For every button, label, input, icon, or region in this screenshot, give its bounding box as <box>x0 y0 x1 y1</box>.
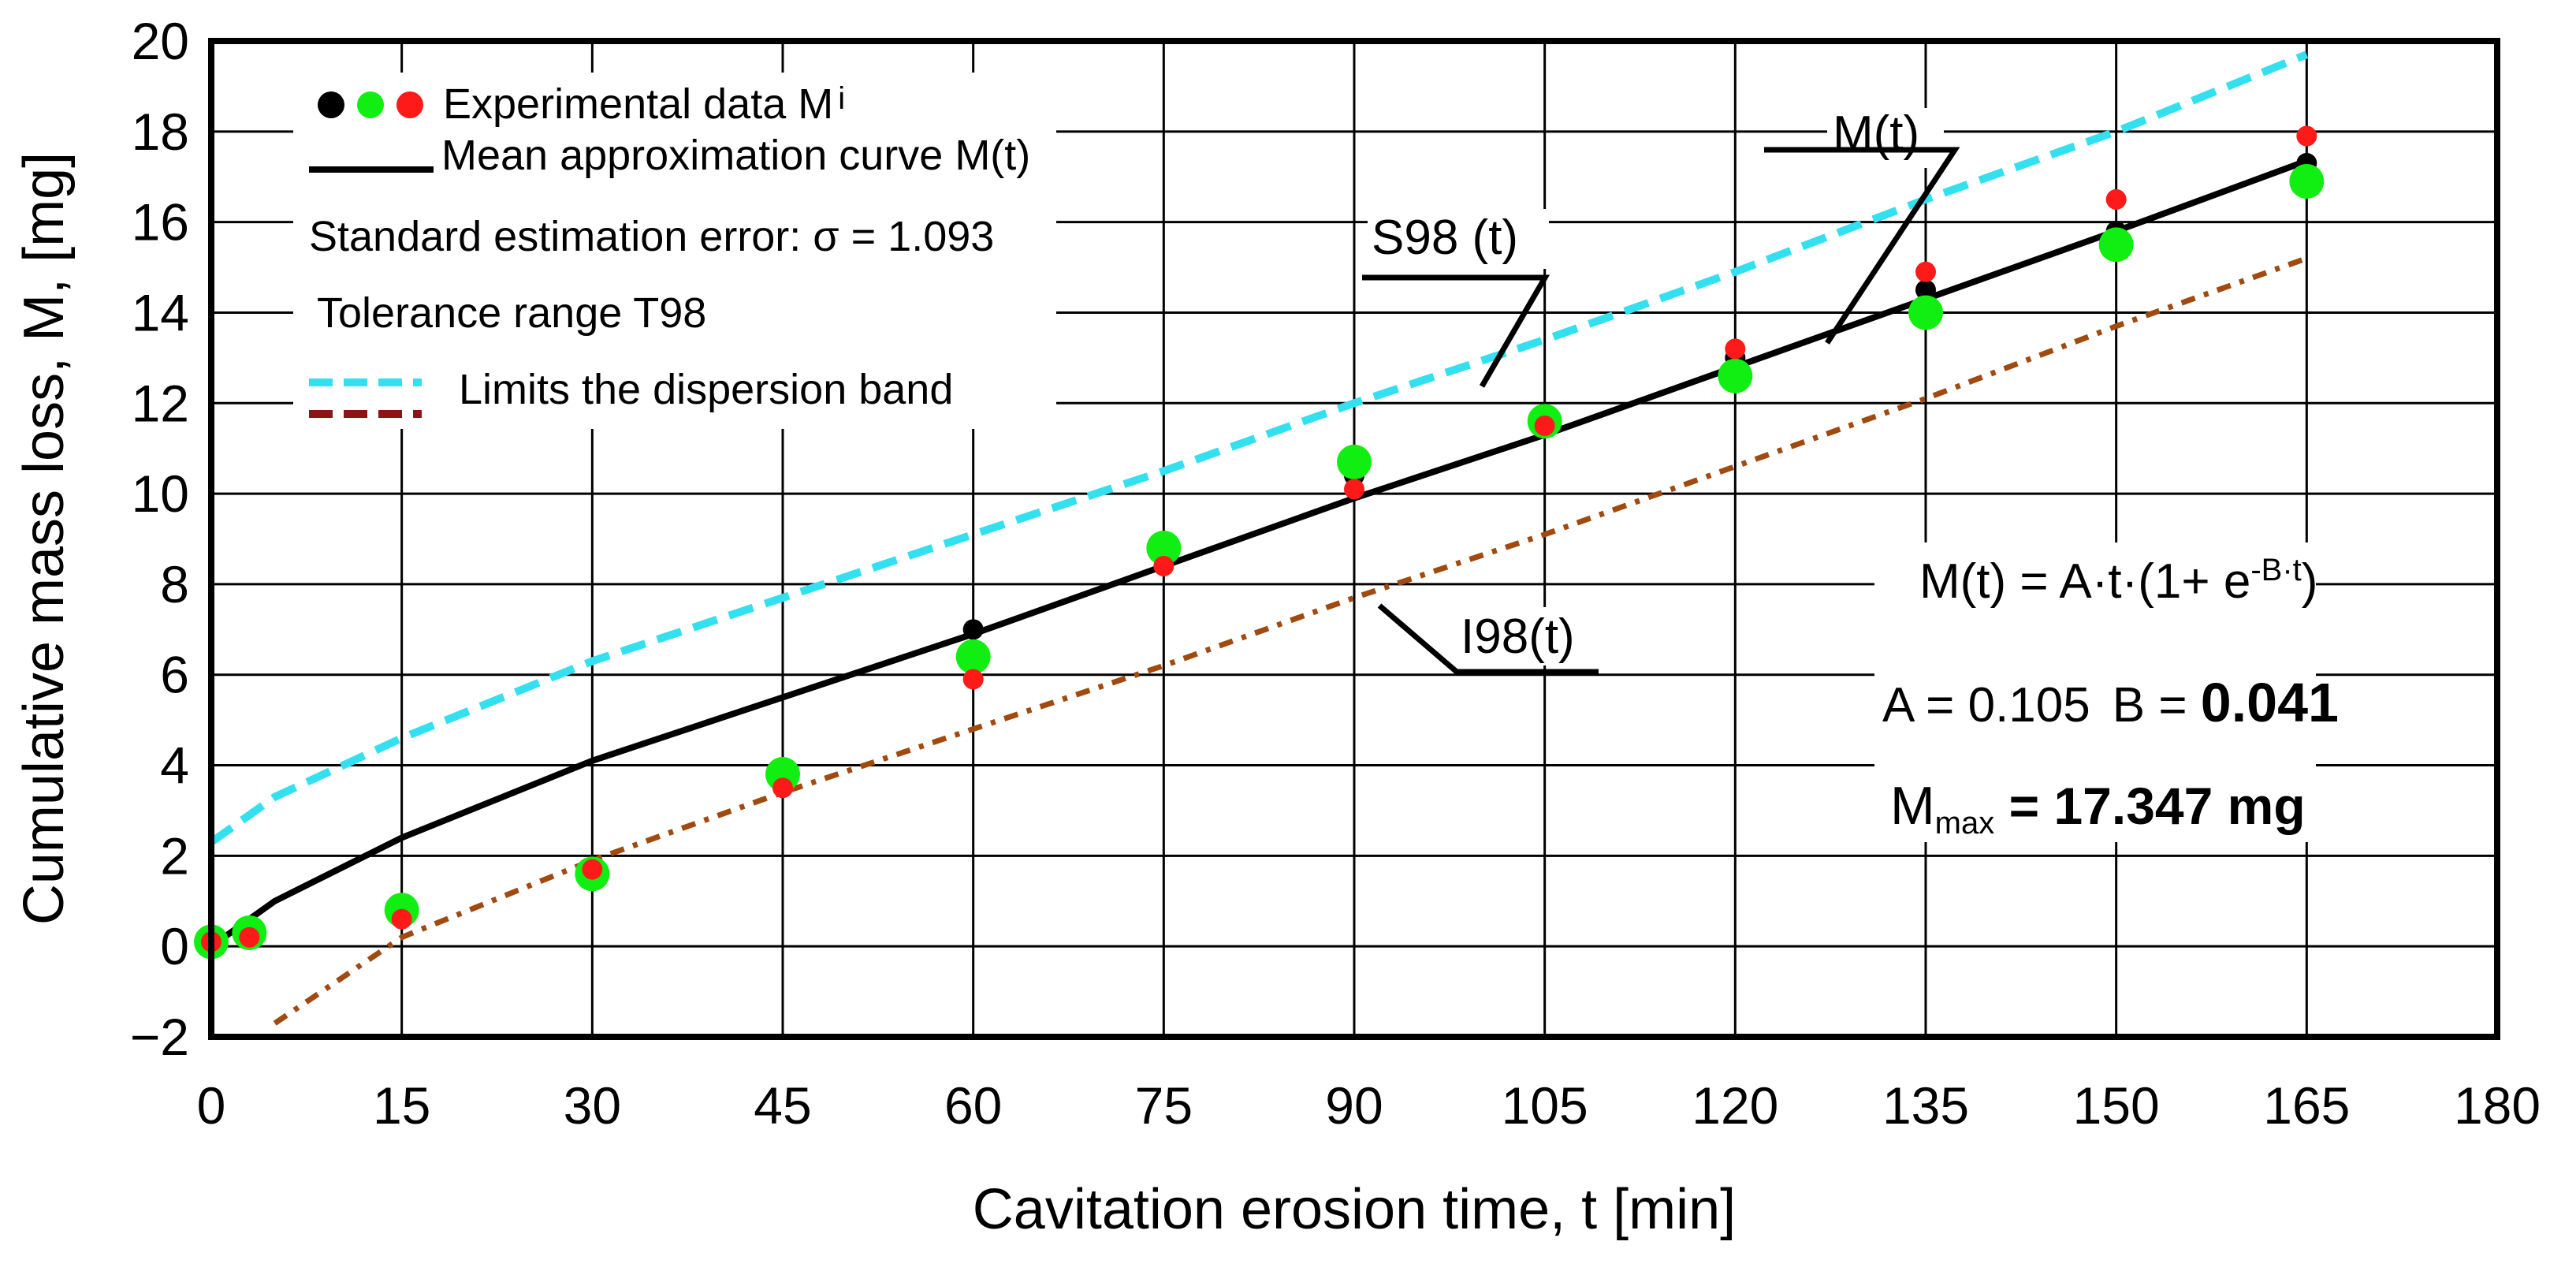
x-tick-label: 105 <box>1502 1076 1588 1135</box>
y-tick-label: −2 <box>130 1008 189 1066</box>
y-tick-label: 2 <box>160 826 189 885</box>
x-axis-label: Cavitation erosion time, t [min] <box>973 1178 1736 1241</box>
x-tick-label: 120 <box>1692 1076 1778 1135</box>
y-tick-label: 10 <box>132 464 189 523</box>
y-tick-label: 14 <box>132 283 189 341</box>
x-tick-label: 165 <box>2263 1076 2350 1135</box>
y-tick-label: 8 <box>160 555 189 613</box>
i98-label-bg <box>1457 607 1599 665</box>
y-tick-label: 6 <box>160 646 189 704</box>
data-point <box>391 908 412 930</box>
x-tick-label: 135 <box>1882 1076 1969 1135</box>
legend-red-marker <box>396 91 423 118</box>
data-point <box>772 777 793 799</box>
equation-box: M(t) = A·t·(1+ e-B·t) A = 0.105 B = 0.041… <box>1874 542 2339 842</box>
s98-leader-line <box>1362 274 1550 388</box>
data-point <box>1337 444 1372 479</box>
i98-label: I98(t) <box>1461 610 1575 664</box>
x-tick-label: 45 <box>754 1076 811 1135</box>
mt-leader-line <box>1764 147 1960 345</box>
data-point <box>1146 530 1182 565</box>
s98-label: S98 (t) <box>1372 211 1518 265</box>
x-tick-label: 75 <box>1135 1076 1193 1135</box>
legend-mean-curve: Mean approximation curve M(t) <box>441 132 1030 179</box>
y-tick-label: 0 <box>160 917 189 975</box>
data-point <box>1534 415 1555 436</box>
equation-background <box>1874 542 2316 842</box>
mt-label-bg <box>1827 108 1944 168</box>
mt-label: M(t) <box>1833 106 1919 161</box>
data-point <box>582 859 603 880</box>
data-point <box>1153 555 1174 576</box>
i98-callout: I98(t) <box>1377 603 1599 675</box>
series-line <box>209 50 2309 846</box>
legend-limits: Limits the dispersion band <box>459 366 953 413</box>
legend-background <box>293 73 1056 429</box>
mt-callout: M(t) <box>1764 106 1960 345</box>
legend-tolerance: Tolerance range T98 <box>317 289 706 337</box>
legend-green-marker <box>357 91 384 118</box>
s98-label-bg <box>1368 209 1549 269</box>
ticks: 0 15 30 45 60 75 90 105 120 135 150 165 180−20246810… <box>130 12 2541 1135</box>
data-point <box>962 619 984 640</box>
equation-mmax: Mmax = 17.347 mg <box>1890 776 2306 841</box>
x-tick-label: 30 <box>564 1076 621 1135</box>
data-point <box>1718 358 1753 393</box>
data-point <box>962 669 984 690</box>
y-tick-label: 4 <box>160 736 189 795</box>
x-tick-label: 60 <box>944 1076 1002 1135</box>
x-tick-label: 150 <box>2073 1076 2160 1135</box>
data-point <box>1915 279 1936 300</box>
y-tick-label: 16 <box>132 193 189 252</box>
x-tick-label: 15 <box>373 1076 430 1135</box>
s98-callout: S98 (t) <box>1362 209 1550 388</box>
y-tick-label: 12 <box>132 374 189 432</box>
x-tick-label: 0 <box>197 1076 226 1135</box>
y-tick-label: 20 <box>132 12 189 70</box>
x-tick-label: 180 <box>2454 1076 2541 1135</box>
data-point <box>1915 261 1936 282</box>
series-line <box>273 255 2308 1026</box>
legend-sigma: Standard estimation error: σ = 1.093 <box>309 213 994 260</box>
data-point <box>955 639 991 674</box>
y-axis-label: Cumulative mass loss, M, [mg] <box>13 152 76 925</box>
data-point <box>2098 227 2134 263</box>
data-point <box>2296 125 2317 147</box>
x-tick-label: 90 <box>1325 1076 1383 1135</box>
data-point <box>2289 163 2325 199</box>
data-point <box>239 926 260 948</box>
data-point <box>1725 338 1746 360</box>
legend-black-marker <box>318 91 344 118</box>
data-point <box>1908 295 1943 330</box>
series-layer <box>194 50 2325 1026</box>
data-point <box>1344 479 1364 500</box>
equation-params: A = 0.105 B = 0.041 <box>1882 672 2339 733</box>
y-tick-label: 18 <box>132 103 189 161</box>
i98-leader-line <box>1377 603 1599 675</box>
equation-formula: M(t) = A·t·(1+ e-B·t) <box>1919 553 2317 609</box>
plot-frame <box>208 38 2500 1040</box>
data-point <box>2105 188 2127 210</box>
